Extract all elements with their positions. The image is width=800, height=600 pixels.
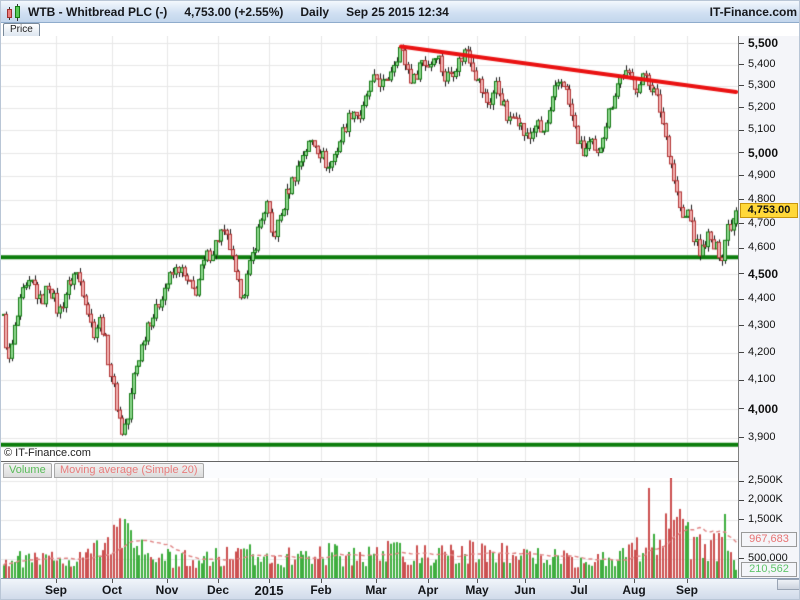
price-tick-label: 3,900 [748,430,776,443]
price-chart-canvas[interactable] [1,36,738,461]
volume-ma-value-box: 967,683 [741,532,797,548]
last-price-tag: 4,753.00 [740,202,798,218]
title-bar: WTB - Whitbread PLC (-) 4,753.00 (+2.55%… [1,1,799,23]
price-tick-label: 5,200 [748,100,776,113]
price-tick-mark [739,64,744,65]
month-label: 2015 [254,583,284,598]
price-tick-label: 4,700 [748,216,776,229]
volume-last-value-box: 210,562 [741,561,797,577]
month-tick-mark [634,579,635,583]
month-label: Mar [365,583,387,597]
candlestick-logo-icon [4,3,24,21]
month-label: Apr [417,583,439,597]
month-label: Oct [101,583,123,597]
timeframe-label: Daily [300,4,330,19]
price-tick-mark [739,352,744,354]
month-label: Jun [514,583,536,597]
month-label: Dec [206,583,230,597]
price-tick-mark [739,408,744,410]
month-label: May [465,583,489,597]
price-tick-label: 5,500 [748,36,779,51]
month-tick-mark [687,579,688,583]
volume-pane [1,478,738,578]
month-tick-mark [112,579,113,583]
volume-tick-label: 1,500K [748,512,783,525]
price-tick-mark [739,199,744,201]
instrument-title: WTB - Whitbread PLC (-) [28,4,168,19]
volume-tick-mark [739,480,744,482]
volume-tick-label: 2,500K [748,474,783,486]
volume-chart-canvas[interactable] [1,478,738,578]
price-tick-mark [739,247,744,249]
month-tick-mark [56,579,57,583]
last-price-change: 4,753.00 (+2.55%) [184,4,284,19]
tab-moving-average[interactable]: Moving average (Simple 20) [54,463,204,478]
price-tick-label: 4,900 [748,168,776,181]
month-tick-mark [218,579,219,583]
price-tick-mark [739,175,744,177]
right-axis: 5,500 5,400 5,300 5,200 5,100 5,000 4,900 4,800… [738,36,799,578]
month-tick-mark [167,579,168,583]
price-tick-mark [739,107,744,109]
price-tick-mark [739,152,744,154]
price-tick-label: 4,800 [748,192,776,205]
volume-tick-mark [739,499,744,501]
price-tick-mark [739,223,744,225]
tab-volume[interactable]: Volume [3,463,52,478]
month-label: Sep [675,583,699,597]
axis-corner-button[interactable] [777,579,799,590]
month-tick-mark [376,579,377,583]
month-label: Sep [44,583,68,597]
price-tick-label: 4,600 [748,241,776,254]
price-tick-mark [739,42,744,44]
month-label: Aug [622,583,646,597]
month-tick-mark [269,579,270,583]
price-tick-mark [739,298,744,300]
brand-label: IT-Finance.com [709,4,797,19]
price-pane: © IT-Finance.com [1,36,738,461]
volume-tab-strip: Volume Moving average (Simple 20) [1,461,738,478]
month-tick-mark [579,579,580,583]
price-tick-mark [739,273,744,275]
price-tick-label: 4,500 [748,266,779,281]
month-tick-mark [321,579,322,583]
month-tick-mark [525,579,526,583]
tab-price[interactable]: Price [3,23,40,36]
price-tick-mark [739,325,744,327]
month-tick-mark [428,579,429,583]
volume-tick-label: 500,000 [748,551,788,564]
volume-tick-label: 2,000K [748,493,783,506]
volume-tick-mark [739,519,744,521]
price-tick-mark [739,85,744,87]
month-label: Feb [310,583,332,597]
time-axis: Sep Oct Nov Dec 2015 Feb Mar Apr May Jun Jul Aug Sep [1,578,799,599]
month-label: Jul [570,583,588,597]
price-tick-label: 4,300 [748,318,776,331]
price-tick-label: 5,400 [748,57,776,70]
price-tick-mark [739,437,744,439]
price-tick-label: 4,100 [748,373,776,386]
price-tick-label: 5,000 [748,145,779,160]
price-tick-label: 4,200 [748,345,776,358]
pane-tab-row: Price [1,23,799,36]
watermark: © IT-Finance.com [4,447,91,459]
price-tick-label: 4,400 [748,292,776,305]
price-tick-mark [739,129,744,131]
price-tick-label: 5,100 [748,123,776,136]
month-tick-mark [477,579,478,583]
price-tick-label: 5,300 [748,78,776,91]
price-tick-label: 4,000 [748,401,779,416]
price-tick-mark [739,379,744,381]
datetime-label: Sep 25 2015 12:34 [346,4,449,19]
volume-tick-mark [739,558,744,560]
month-label: Nov [155,583,179,597]
